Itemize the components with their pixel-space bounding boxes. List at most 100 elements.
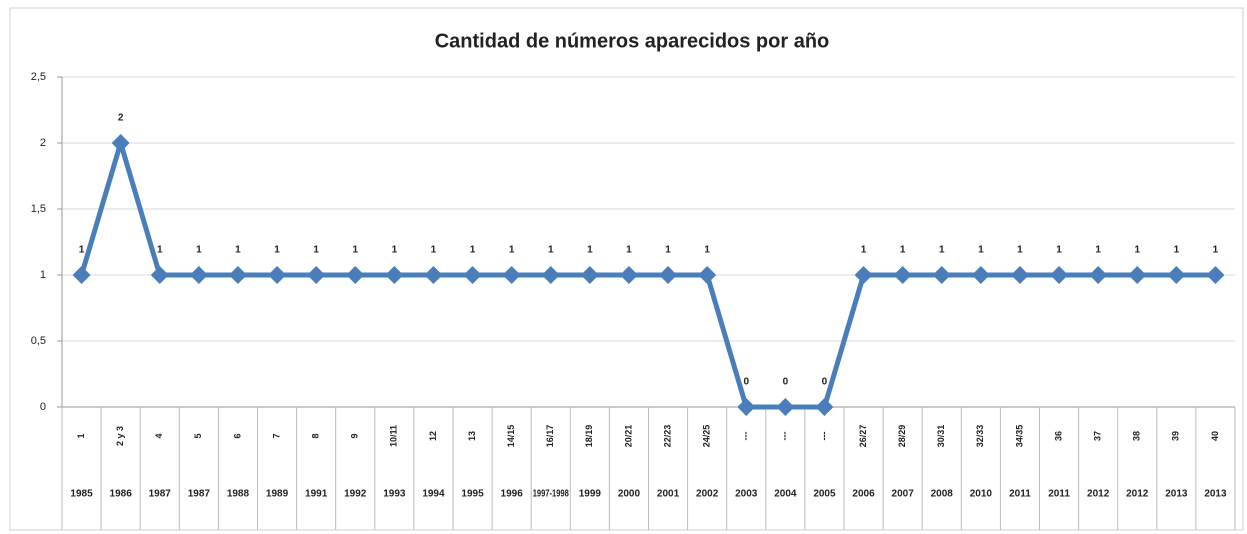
data-label: 0 — [822, 377, 828, 388]
data-marker — [932, 266, 951, 284]
x-tick-label: 9 — [350, 433, 360, 438]
data-marker — [150, 266, 169, 284]
x-tick-label: 8 — [311, 433, 321, 438]
x-tick-label: 32/33 — [975, 425, 985, 448]
x-group-label: 2005 — [813, 489, 836, 500]
data-marker — [580, 266, 599, 284]
data-label: 1 — [392, 245, 398, 256]
data-label: 2 — [118, 113, 124, 124]
data-marker — [698, 266, 717, 284]
x-group-label: 2010 — [970, 489, 993, 500]
data-label: 1 — [79, 245, 85, 256]
data-label: 1 — [548, 245, 554, 256]
x-group-label: 1991 — [305, 489, 328, 500]
data-marker — [1050, 266, 1069, 284]
x-group-label: 2001 — [657, 489, 680, 500]
data-marker — [659, 266, 678, 284]
x-tick-label: 36 — [1053, 431, 1063, 441]
data-marker — [307, 266, 326, 284]
data-marker — [72, 266, 91, 284]
data-label: 1 — [626, 245, 632, 256]
data-label: 1 — [157, 245, 163, 256]
x-group-label: 2013 — [1204, 489, 1227, 500]
x-tick-label: 37 — [1093, 431, 1103, 441]
data-label: 1 — [665, 245, 671, 256]
data-label: 1 — [235, 245, 241, 256]
data-marker — [346, 266, 365, 284]
x-group-label: 1997-1998 — [533, 489, 569, 500]
x-group-label: 1985 — [70, 489, 93, 500]
data-marker — [541, 266, 560, 284]
x-tick-label: 5 — [193, 433, 203, 438]
data-label: 1 — [1056, 245, 1062, 256]
data-label: 1 — [939, 245, 945, 256]
data-label: 1 — [978, 245, 984, 256]
data-marker — [111, 134, 130, 152]
data-label: 1 — [274, 245, 280, 256]
x-tick-label: 2 y 3 — [115, 426, 125, 446]
data-label: 0 — [783, 377, 789, 388]
data-label: 1 — [900, 245, 906, 256]
x-tick-label: 39 — [1171, 431, 1181, 441]
y-tick-label: 0,5 — [31, 335, 46, 347]
data-label: 1 — [1134, 245, 1140, 256]
x-group-label: 2000 — [618, 489, 641, 500]
x-group-label: 2007 — [892, 489, 915, 500]
data-label: 1 — [431, 245, 437, 256]
data-marker — [1167, 266, 1186, 284]
x-tick-label: 30/31 — [936, 425, 946, 448]
data-marker — [776, 398, 795, 416]
x-group-label: 1995 — [461, 489, 484, 500]
data-marker — [424, 266, 443, 284]
x-group-label: 2012 — [1087, 489, 1110, 500]
x-group-label: 1986 — [110, 489, 133, 500]
x-tick-label: 7 — [271, 433, 281, 438]
data-marker — [971, 266, 990, 284]
x-tick-label: 12 — [428, 431, 438, 441]
x-group-label: 2002 — [696, 489, 719, 500]
data-label: 0 — [743, 377, 749, 388]
x-group-label: 1989 — [266, 489, 289, 500]
data-marker — [268, 266, 287, 284]
x-tick-label: 13 — [467, 431, 477, 441]
x-tick-label: 10/11 — [389, 425, 399, 447]
x-group-label: 1999 — [579, 489, 602, 500]
x-group-label: 1987 — [149, 489, 172, 500]
x-tick-label: 6 — [232, 433, 242, 438]
x-group-label: 2003 — [735, 489, 758, 500]
data-marker — [815, 398, 834, 416]
data-label: 1 — [470, 245, 476, 256]
x-group-label: 2011 — [1048, 489, 1070, 500]
data-marker — [463, 266, 482, 284]
data-marker — [1089, 266, 1108, 284]
data-label: 1 — [196, 245, 202, 256]
data-label: 1 — [587, 245, 593, 256]
data-label: 1 — [313, 245, 319, 256]
data-marker — [1128, 266, 1147, 284]
x-tick-label: 16/17 — [545, 425, 555, 448]
data-marker — [228, 266, 247, 284]
x-group-label: 1987 — [188, 489, 211, 500]
y-tick-label: 1 — [40, 269, 46, 281]
data-marker — [893, 266, 912, 284]
data-label: 1 — [861, 245, 867, 256]
x-tick-label: 20/21 — [623, 425, 633, 448]
x-group-label: 2006 — [852, 489, 875, 500]
x-tick-label: 26/27 — [858, 425, 868, 448]
x-tick-label: --- — [741, 432, 751, 441]
x-tick-label: 22/23 — [662, 425, 672, 448]
data-label: 1 — [1095, 245, 1101, 256]
x-group-label: 2008 — [931, 489, 954, 500]
x-group-label: 1993 — [383, 489, 406, 500]
data-marker — [385, 266, 404, 284]
data-label: 1 — [352, 245, 358, 256]
data-marker — [1010, 266, 1029, 284]
x-group-label: 2013 — [1165, 489, 1188, 500]
x-tick-label: 28/29 — [897, 425, 907, 448]
x-group-label: 2011 — [1009, 489, 1031, 500]
x-tick-label: --- — [780, 432, 790, 441]
y-tick-label: 0 — [40, 401, 46, 413]
x-tick-label: --- — [819, 432, 829, 441]
data-marker — [619, 266, 638, 284]
